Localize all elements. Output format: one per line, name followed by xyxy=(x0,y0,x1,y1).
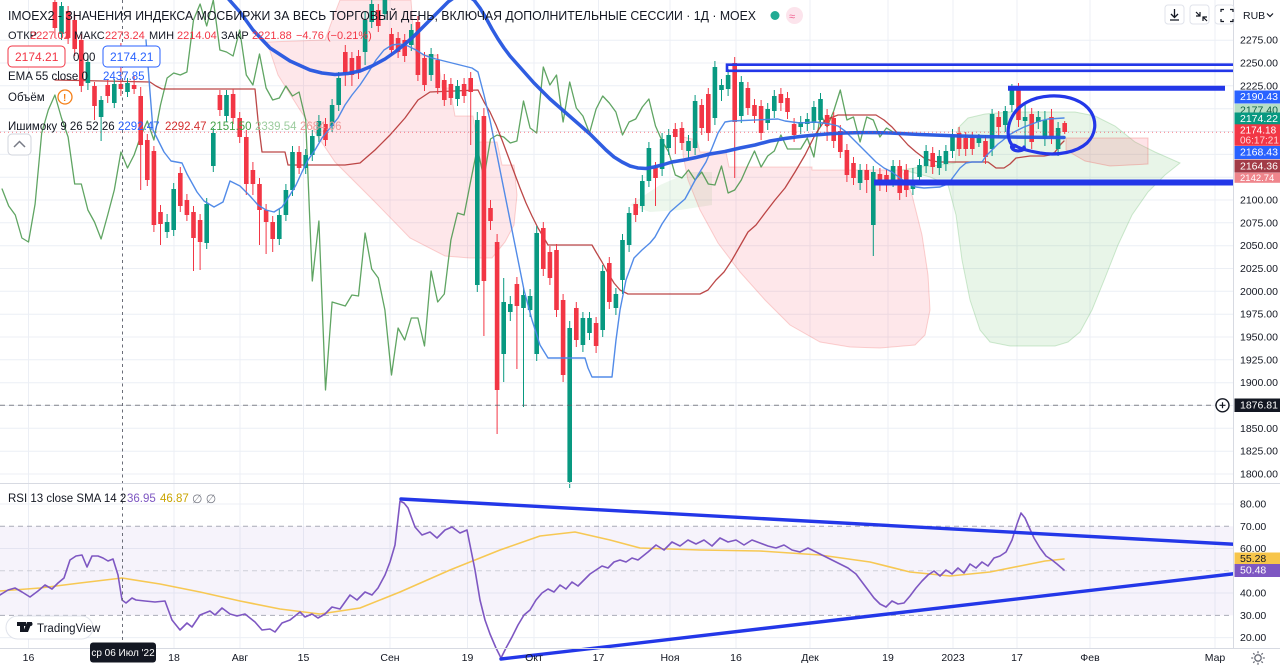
svg-text:Фев: Фев xyxy=(1080,652,1100,664)
svg-text:2142.74: 2142.74 xyxy=(1240,173,1274,184)
svg-text:Объём: Объём xyxy=(8,92,45,104)
svg-text:2151.50: 2151.50 xyxy=(210,121,252,133)
svg-text:1950.00: 1950.00 xyxy=(1240,332,1278,344)
svg-text:МАКС: МАКС xyxy=(74,30,105,42)
svg-text:2100.00: 2100.00 xyxy=(1240,195,1278,207)
svg-text:80.00: 80.00 xyxy=(1240,499,1266,511)
svg-text:!: ! xyxy=(63,93,66,104)
svg-text:2174.21: 2174.21 xyxy=(110,50,154,64)
svg-text:1825.00: 1825.00 xyxy=(1240,446,1278,458)
svg-text:16: 16 xyxy=(23,652,35,664)
svg-text:ср 06 Июл '22: ср 06 Июл '22 xyxy=(91,648,155,659)
svg-text:2000.00: 2000.00 xyxy=(1240,286,1278,298)
svg-text:2292.47: 2292.47 xyxy=(118,121,160,133)
svg-text:2275.00: 2275.00 xyxy=(1240,35,1278,47)
svg-text:2164.36: 2164.36 xyxy=(1240,160,1278,172)
svg-text:TradingView: TradingView xyxy=(37,623,101,635)
svg-text:2174.22: 2174.22 xyxy=(1240,113,1278,125)
svg-text:1975.00: 1975.00 xyxy=(1240,309,1278,321)
svg-text:60.00: 60.00 xyxy=(1240,543,1266,555)
svg-text:19: 19 xyxy=(462,652,474,664)
svg-text:46.87: 46.87 xyxy=(160,493,189,505)
svg-text:IMOEX2 - ЗНАЧЕНИЯ ИНДЕКСА МОСБ: IMOEX2 - ЗНАЧЕНИЯ ИНДЕКСА МОСБИРЖИ ЗА ВЕ… xyxy=(8,8,756,23)
svg-text:70.00: 70.00 xyxy=(1240,521,1266,533)
svg-text:36.95: 36.95 xyxy=(127,493,156,505)
svg-text:2273.24: 2273.24 xyxy=(105,30,145,42)
svg-text:2174.18: 2174.18 xyxy=(1240,126,1277,137)
svg-text:МИН: МИН xyxy=(149,30,174,42)
svg-text:55.28: 55.28 xyxy=(1240,553,1266,565)
svg-text:1800.00: 1800.00 xyxy=(1240,469,1278,481)
svg-text:Ноя: Ноя xyxy=(660,652,679,664)
svg-text:Дек: Дек xyxy=(801,652,819,664)
svg-text:2684.06: 2684.06 xyxy=(300,121,342,133)
svg-text:30.00: 30.00 xyxy=(1240,610,1266,622)
svg-text:2168.43: 2168.43 xyxy=(1240,147,1278,159)
svg-text:06:17:21: 06:17:21 xyxy=(1240,136,1279,147)
svg-text:2075.00: 2075.00 xyxy=(1240,217,1278,229)
svg-text:RSI 13 close SMA 14 2: RSI 13 close SMA 14 2 xyxy=(8,493,126,505)
svg-text:17: 17 xyxy=(593,652,605,664)
svg-text:2025.00: 2025.00 xyxy=(1240,263,1278,275)
svg-text:17: 17 xyxy=(1011,652,1023,664)
svg-text:16: 16 xyxy=(730,652,742,664)
svg-text:ЗАКР: ЗАКР xyxy=(221,30,249,42)
svg-text:15: 15 xyxy=(298,652,310,664)
svg-text:2250.00: 2250.00 xyxy=(1240,58,1278,70)
svg-text:18: 18 xyxy=(168,652,180,664)
svg-text:2050.00: 2050.00 xyxy=(1240,240,1278,252)
svg-text:2190.43: 2190.43 xyxy=(1240,91,1278,103)
svg-text:EMA 55 close 0: EMA 55 close 0 xyxy=(8,71,88,83)
svg-text:−4.76 (−0.21%): −4.76 (−0.21%) xyxy=(296,30,372,42)
svg-text:Окт: Окт xyxy=(525,652,543,664)
svg-text:ОТКР: ОТКР xyxy=(8,30,37,42)
svg-text:2174.21: 2174.21 xyxy=(15,50,59,64)
svg-text:2225.00: 2225.00 xyxy=(1240,80,1278,92)
svg-text:2214.04: 2214.04 xyxy=(177,30,217,42)
svg-text:1900.00: 1900.00 xyxy=(1240,377,1278,389)
svg-text:1876.81: 1876.81 xyxy=(1240,400,1278,412)
svg-text:2221.88: 2221.88 xyxy=(252,30,292,42)
svg-text:∅ ∅: ∅ ∅ xyxy=(192,492,216,506)
svg-text:RUB: RUB xyxy=(1243,10,1265,22)
svg-text:2227.02: 2227.02 xyxy=(30,30,70,42)
svg-text:2339.54: 2339.54 xyxy=(255,121,297,133)
svg-text:50.48: 50.48 xyxy=(1240,565,1266,577)
svg-text:≈: ≈ xyxy=(789,11,795,23)
svg-text:2023: 2023 xyxy=(941,652,965,664)
svg-text:1925.00: 1925.00 xyxy=(1240,354,1278,366)
svg-text:2292.47: 2292.47 xyxy=(165,121,207,133)
svg-text:1850.00: 1850.00 xyxy=(1240,423,1278,435)
svg-text:2437.85: 2437.85 xyxy=(103,71,145,83)
svg-text:Авг: Авг xyxy=(232,652,249,664)
svg-text:Ишимоку 9 26 52 26: Ишимоку 9 26 52 26 xyxy=(8,121,115,133)
svg-text:19: 19 xyxy=(882,652,894,664)
svg-text:20.00: 20.00 xyxy=(1240,632,1266,644)
svg-text:Сен: Сен xyxy=(380,652,399,664)
svg-text:Мар: Мар xyxy=(1205,652,1226,664)
svg-text:0.00: 0.00 xyxy=(73,52,95,64)
svg-text:40.00: 40.00 xyxy=(1240,588,1266,600)
